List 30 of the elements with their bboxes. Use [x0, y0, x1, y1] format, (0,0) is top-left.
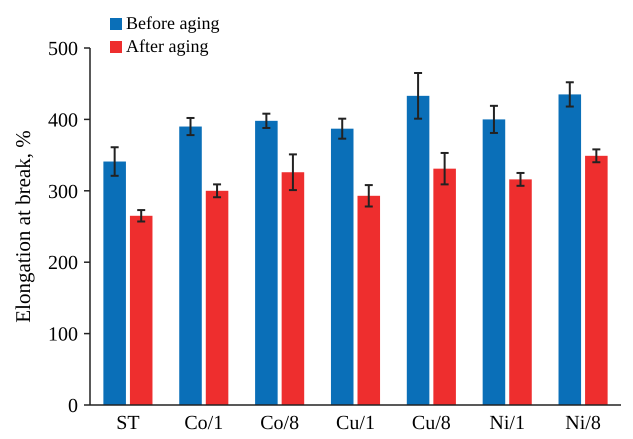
y-tick-label: 100	[48, 324, 78, 346]
x-tick-label: Co/8	[260, 412, 300, 434]
x-tick-label: Cu/1	[336, 412, 375, 434]
bar	[358, 196, 380, 405]
y-tick-label: 300	[48, 180, 78, 203]
bar	[103, 162, 126, 405]
x-tick-label: ST	[116, 412, 140, 434]
bar	[130, 216, 152, 405]
bar	[509, 179, 532, 405]
y-tick-label: 500	[48, 38, 78, 60]
y-axis-title: Elongation at break, %	[11, 130, 35, 323]
bar	[482, 119, 506, 405]
x-tick-label: Ni/8	[565, 412, 601, 434]
y-tick-label: 400	[48, 109, 78, 132]
x-tick-label: Cu/8	[412, 412, 451, 434]
x-tick-label: Co/1	[184, 412, 224, 434]
legend-label: Before aging	[126, 13, 220, 33]
bar	[255, 120, 278, 405]
y-tick-label: 200	[48, 252, 78, 274]
y-tick-label: 0	[68, 395, 78, 417]
bar	[330, 128, 354, 405]
bar	[206, 190, 228, 405]
bar	[179, 126, 202, 405]
bar	[433, 168, 456, 405]
bar	[585, 156, 608, 405]
legend-label: After aging	[126, 36, 208, 56]
bar	[282, 172, 304, 405]
bar	[406, 96, 430, 405]
bar	[558, 94, 582, 405]
x-tick-label: Ni/1	[489, 412, 525, 434]
